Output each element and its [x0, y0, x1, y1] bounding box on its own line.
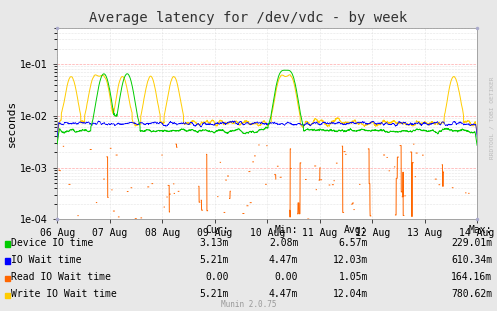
Text: 3.13m: 3.13m: [199, 238, 229, 248]
Text: 229.01m: 229.01m: [451, 238, 492, 248]
Text: IO Wait time: IO Wait time: [11, 255, 82, 265]
Text: 164.16m: 164.16m: [451, 272, 492, 282]
Text: 5.21m: 5.21m: [199, 255, 229, 265]
Text: 6.57m: 6.57m: [338, 238, 368, 248]
Text: Read IO Wait time: Read IO Wait time: [11, 272, 111, 282]
Text: Max:: Max:: [469, 225, 492, 235]
Text: Min:: Min:: [275, 225, 298, 235]
Text: 12.03m: 12.03m: [332, 255, 368, 265]
Text: 1.05m: 1.05m: [338, 272, 368, 282]
Text: Average latency for /dev/vdc - by week: Average latency for /dev/vdc - by week: [89, 11, 408, 25]
Text: 2.08m: 2.08m: [269, 238, 298, 248]
Text: Cur:: Cur:: [205, 225, 229, 235]
Text: 0.00: 0.00: [205, 272, 229, 282]
Text: 780.62m: 780.62m: [451, 289, 492, 299]
Text: Avg:: Avg:: [344, 225, 368, 235]
Y-axis label: seconds: seconds: [7, 100, 17, 147]
Text: 4.47m: 4.47m: [269, 289, 298, 299]
Text: Write IO Wait time: Write IO Wait time: [11, 289, 116, 299]
Text: 5.21m: 5.21m: [199, 289, 229, 299]
Text: 0.00: 0.00: [275, 272, 298, 282]
Text: 4.47m: 4.47m: [269, 255, 298, 265]
Text: 610.34m: 610.34m: [451, 255, 492, 265]
Text: Munin 2.0.75: Munin 2.0.75: [221, 300, 276, 309]
Text: RRDTOOL / TOBI OETIKER: RRDTOOL / TOBI OETIKER: [490, 77, 495, 160]
Text: 12.04m: 12.04m: [332, 289, 368, 299]
Text: Device IO time: Device IO time: [11, 238, 93, 248]
